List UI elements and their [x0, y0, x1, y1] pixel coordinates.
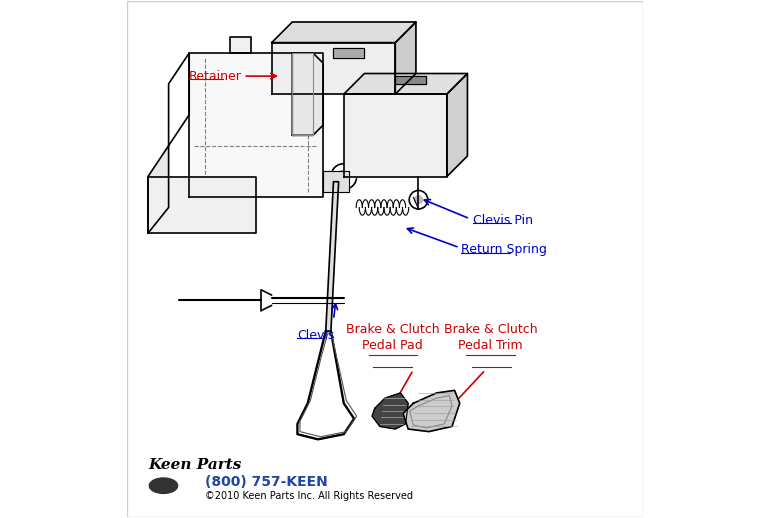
Polygon shape	[323, 171, 349, 192]
Polygon shape	[148, 177, 256, 233]
Polygon shape	[333, 48, 364, 58]
Polygon shape	[148, 146, 169, 233]
Circle shape	[238, 117, 243, 122]
Circle shape	[337, 170, 350, 183]
Polygon shape	[293, 53, 323, 135]
Text: Clevis: Clevis	[297, 329, 335, 342]
Polygon shape	[189, 53, 323, 197]
Polygon shape	[343, 74, 467, 94]
Text: ©2010 Keen Parts Inc. All Rights Reserved: ©2010 Keen Parts Inc. All Rights Reserve…	[205, 491, 413, 501]
Polygon shape	[326, 182, 339, 331]
Circle shape	[414, 196, 423, 204]
Polygon shape	[372, 393, 408, 429]
Circle shape	[275, 72, 283, 80]
Polygon shape	[447, 74, 467, 177]
Ellipse shape	[149, 478, 178, 494]
Polygon shape	[272, 22, 416, 42]
Circle shape	[238, 76, 243, 81]
Circle shape	[280, 76, 285, 81]
Polygon shape	[395, 76, 427, 84]
Text: Clevis Pin: Clevis Pin	[473, 214, 533, 227]
Text: Keen Parts: Keen Parts	[148, 458, 241, 472]
Text: Brake & Clutch
Pedal Trim: Brake & Clutch Pedal Trim	[444, 323, 537, 352]
Circle shape	[280, 117, 285, 122]
Text: Brake & Clutch
Pedal Pad: Brake & Clutch Pedal Pad	[346, 323, 440, 352]
Polygon shape	[272, 42, 395, 94]
Text: (800) 757-KEEN: (800) 757-KEEN	[205, 474, 327, 488]
Text: Retainer: Retainer	[189, 69, 242, 82]
Polygon shape	[403, 391, 460, 431]
Polygon shape	[395, 22, 416, 94]
Polygon shape	[343, 94, 447, 177]
Text: Return Spring: Return Spring	[461, 243, 547, 256]
Polygon shape	[230, 37, 251, 53]
